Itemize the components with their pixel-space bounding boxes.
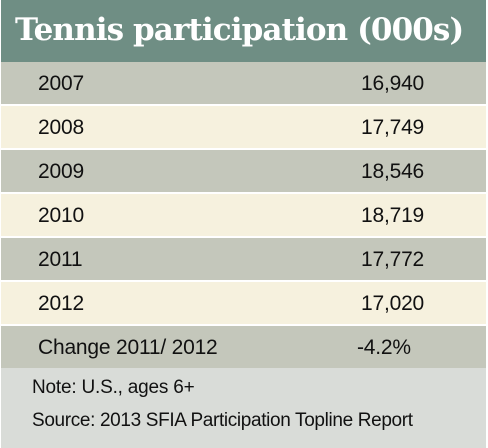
participation-value-cell: 17,772 [361,248,425,271]
year-cell: 2007 [38,72,84,95]
table-row: 2011 17,772 [1,238,486,282]
table-body: 2007 16,940 2008 17,749 2009 18,546 2010… [1,62,486,370]
year-cell: 2009 [38,160,84,183]
year-cell: 2012 [38,292,84,315]
participation-value-cell: 17,749 [361,116,425,139]
table-row: 2012 17,020 [1,282,486,326]
note-text: Note: U.S., ages 6+ [32,377,195,398]
change-row: Change 2011/ 2012 -4.2% [1,326,486,370]
participation-value-cell: 16,940 [361,72,425,95]
year-cell: 2011 [38,248,83,271]
year-cell: 2010 [38,204,84,227]
change-label: Change 2011/ 2012 [38,336,218,359]
table-row: 2008 17,749 [1,106,486,150]
participation-value-cell: 18,719 [361,204,425,227]
table-title: Tennis participation (000s) [15,12,464,48]
participation-value-cell: 17,020 [361,292,425,315]
table-row: 2007 16,940 [1,62,486,106]
participation-value-cell: 18,546 [361,160,425,183]
table-footer: Note: U.S., ages 6+ Source: 2013 SFIA Pa… [1,368,486,448]
year-cell: 2008 [38,116,84,139]
title-bar: Tennis participation (000s) [1,0,486,62]
table-row: 2010 18,719 [1,194,486,238]
change-value: -4.2% [357,336,411,359]
table-row: 2009 18,546 [1,150,486,194]
source-text: Source: 2013 SFIA Participation Topline … [32,410,413,431]
